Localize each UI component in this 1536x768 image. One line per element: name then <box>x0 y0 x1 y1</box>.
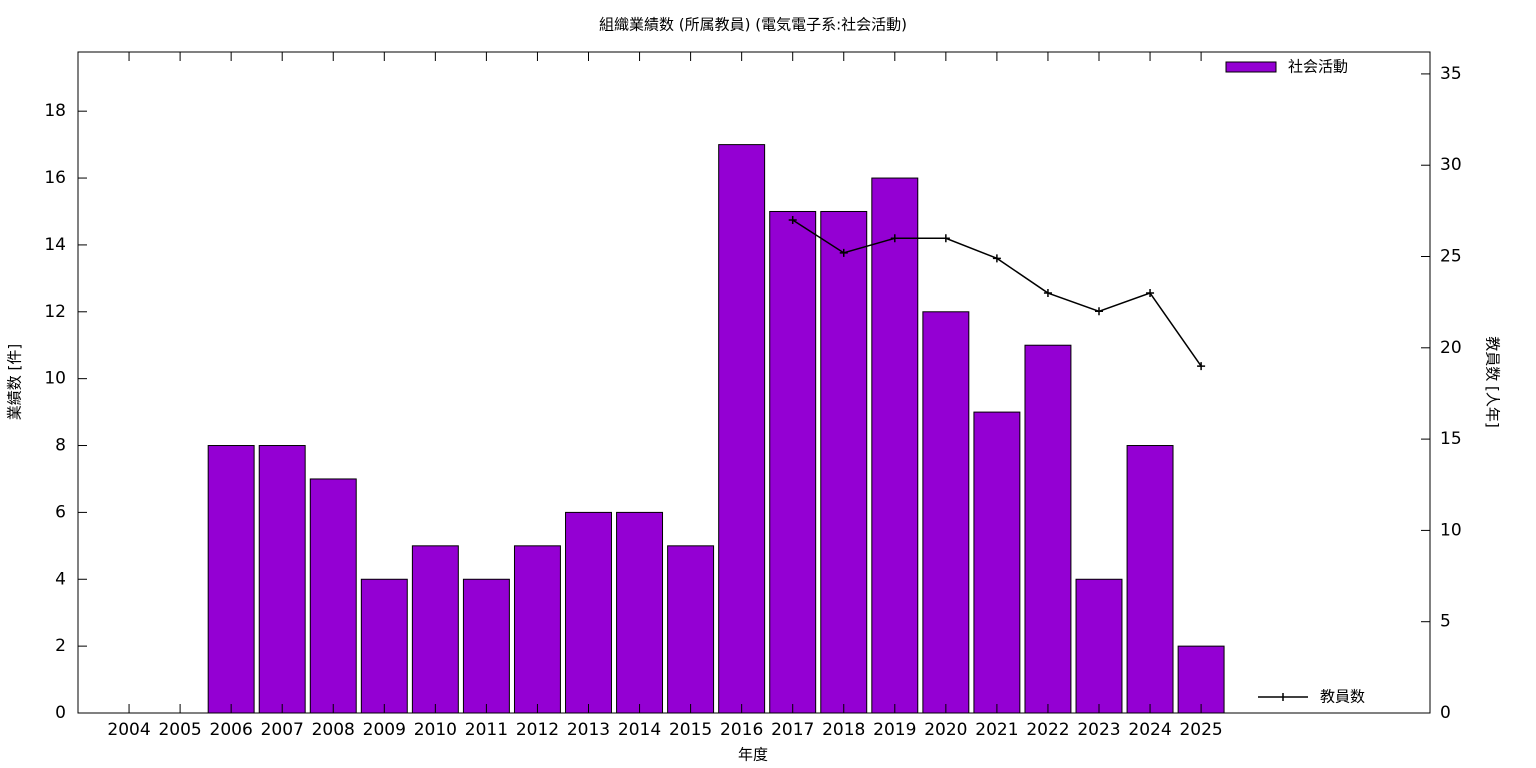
y2-tick-label: 20 <box>1440 338 1462 358</box>
x-axis-label: 年度 <box>738 746 768 764</box>
point <box>1095 307 1103 316</box>
bar <box>973 411 1021 714</box>
y-tick-label: 18 <box>44 101 66 121</box>
bar <box>1075 578 1123 714</box>
bar <box>667 545 715 714</box>
x-tick-label: 2014 <box>618 720 661 740</box>
y2-tick-label: 15 <box>1440 429 1462 449</box>
point <box>1043 289 1052 298</box>
bar <box>922 311 970 714</box>
y2-tick-label: 0 <box>1440 703 1451 723</box>
x-tick-label: 2016 <box>720 720 763 740</box>
point <box>839 248 848 257</box>
bar <box>1177 645 1225 714</box>
y-tick-label: 16 <box>44 168 66 188</box>
x-tick-label: 2021 <box>975 720 1018 740</box>
bar <box>616 511 664 714</box>
bar <box>718 144 766 714</box>
bar <box>1126 445 1174 714</box>
y-axis-label: 業績数 [件] <box>6 344 24 420</box>
y2-tick-label: 5 <box>1440 612 1451 632</box>
y-tick-label: 8 <box>55 436 66 456</box>
bar <box>871 177 919 714</box>
x-tick-label: 2018 <box>822 720 865 740</box>
bar <box>309 478 357 714</box>
x-tick-label: 2017 <box>771 720 814 740</box>
x-tick-label: 2013 <box>567 720 610 740</box>
x-tick-label: 2005 <box>158 720 201 740</box>
x-tick-label: 2025 <box>1179 720 1222 740</box>
y-tick-label: 2 <box>55 636 66 656</box>
x-tick-label: 2022 <box>1026 720 1069 740</box>
x-tick-label: 2006 <box>210 720 253 740</box>
point <box>890 234 899 243</box>
x-tick-label: 2015 <box>669 720 712 740</box>
bar <box>258 445 306 714</box>
bar <box>820 210 868 714</box>
y-tick-label: 0 <box>55 703 66 723</box>
x-tick-label: 2007 <box>261 720 304 740</box>
legend-label: 社会活動 <box>1288 58 1348 76</box>
plot-frame <box>77 51 1431 714</box>
y2-tick-label: 35 <box>1440 64 1462 84</box>
x-tick-label: 2012 <box>516 720 559 740</box>
x-tick-label: 2009 <box>363 720 406 740</box>
bar <box>411 545 459 714</box>
x-tick-label: 2011 <box>465 720 508 740</box>
point <box>788 215 797 224</box>
bar <box>207 445 255 714</box>
bar <box>565 511 612 714</box>
y2-tick-label: 25 <box>1440 247 1462 267</box>
y-tick-label: 4 <box>55 569 66 589</box>
x-tick-label: 2008 <box>312 720 355 740</box>
bar <box>462 578 510 714</box>
x-tick-label: 2004 <box>107 720 150 740</box>
chart-title: 組織業績数 (所属教員) (電気電子系:社会活動) <box>599 16 907 34</box>
bar <box>360 578 408 714</box>
legend-label: 教員数 <box>1320 688 1365 706</box>
y-tick-label: 14 <box>44 235 66 255</box>
y-tick-label: 6 <box>55 502 66 522</box>
bar <box>769 210 817 714</box>
bar <box>1024 344 1072 714</box>
x-tick-label: 2024 <box>1128 720 1171 740</box>
point <box>1146 289 1155 298</box>
y-tick-label: 12 <box>44 302 66 322</box>
y2-axis-label: 教員数 [人年] <box>1484 336 1502 427</box>
point <box>941 234 950 243</box>
y2-tick-label: 30 <box>1440 155 1462 175</box>
x-tick-label: 2023 <box>1077 720 1120 740</box>
bar <box>513 545 561 714</box>
y-tick-label: 10 <box>44 369 66 389</box>
y2-tick-label: 10 <box>1440 520 1462 540</box>
x-tick-label: 2010 <box>414 720 457 740</box>
legend-line <box>1258 693 1308 701</box>
point <box>1197 362 1206 371</box>
point <box>992 254 1001 263</box>
legend-swatch <box>1225 61 1277 73</box>
x-tick-label: 2020 <box>924 720 967 740</box>
x-tick-label: 2019 <box>873 720 916 740</box>
